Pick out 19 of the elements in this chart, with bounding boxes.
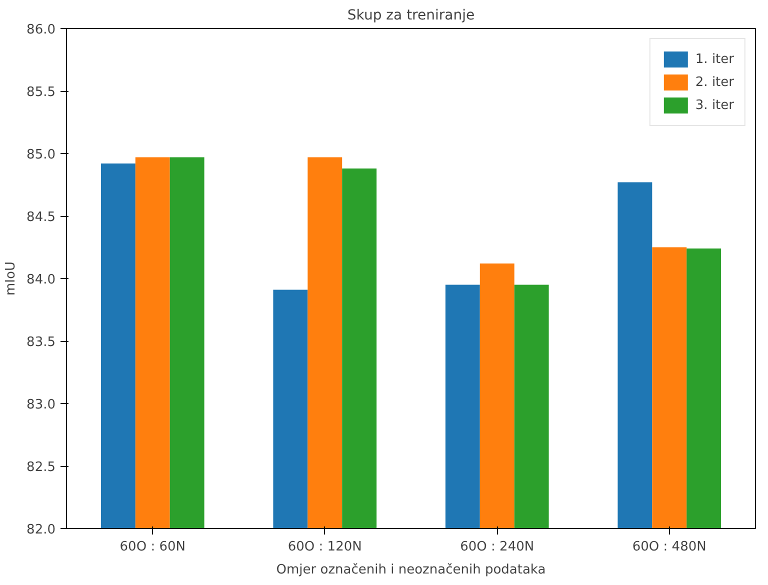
y-axis-title: mIoU [4,262,19,296]
y-tick-label: 82.5 [26,460,56,475]
legend-label: 1. iter [695,52,734,66]
y-tick-label: 86.0 [26,22,56,38]
y-tick-label: 85.0 [26,148,56,162]
x-tick-label: 60O : 480N [632,540,706,554]
legend-label: 3. iter [695,98,734,112]
x-axis-title: Omjer označenih i neoznačenih podataka [276,562,546,578]
legend-label: 2. iter [695,74,734,90]
y-tick-label: 82.0 [26,522,56,538]
x-tick-label: 60O : 240N [460,540,534,554]
y-tick-label: 83.5 [26,335,56,350]
x-tick-label: 60O : 60N [120,540,186,554]
y-tick-label: 83.0 [26,398,56,412]
x-tick-label: 60O : 120N [288,540,362,554]
y-tick-label: 84.0 [26,272,56,288]
y-tick-label: 85.5 [26,85,56,100]
y-tick-label: 84.5 [26,210,56,225]
chart-title: Skup za treniranje [347,8,475,24]
